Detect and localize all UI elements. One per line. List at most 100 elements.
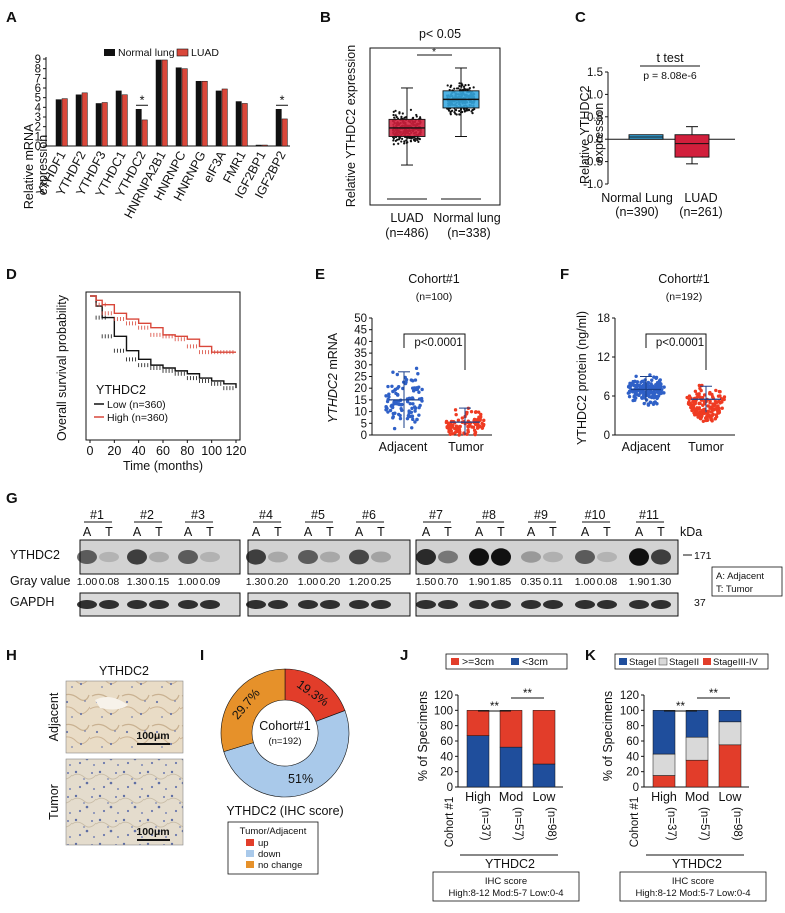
blot-sample-label: #9 bbox=[534, 508, 548, 522]
b-point bbox=[415, 115, 418, 118]
scatter-point bbox=[653, 386, 657, 390]
b-point bbox=[400, 140, 403, 143]
blot-gray-label: Gray value bbox=[10, 574, 70, 588]
blot-gray-value: 1.20 bbox=[349, 576, 370, 588]
scatter-point bbox=[447, 430, 451, 434]
stack-ytick-label: 60 bbox=[440, 736, 453, 748]
scatter-point bbox=[390, 405, 395, 409]
stack-ytick-label: 40 bbox=[626, 751, 639, 763]
blot-target-band bbox=[320, 551, 340, 563]
scatter-pvalue: p<0.0001 bbox=[656, 337, 704, 349]
b-point bbox=[458, 109, 461, 113]
scatter-point bbox=[446, 424, 450, 428]
stack-category: Low bbox=[533, 790, 557, 804]
scatter-point bbox=[386, 410, 390, 414]
donut-legend-up-swatch bbox=[246, 839, 254, 846]
scatter-point bbox=[637, 384, 642, 388]
b-point bbox=[453, 87, 456, 90]
blot-lane-a: A bbox=[527, 525, 536, 539]
scatter-point bbox=[635, 380, 640, 384]
blot-gray-value: 0.08 bbox=[597, 576, 618, 588]
b-point bbox=[455, 113, 458, 116]
a-bar-normal bbox=[215, 90, 222, 147]
panel-a-ylabel: Relative mRNA expression bbox=[22, 121, 50, 209]
k-legend-stage2: StageII bbox=[669, 657, 699, 668]
scatter-point bbox=[473, 432, 477, 437]
stack-count: (n=37) bbox=[665, 807, 677, 841]
scatter-point bbox=[709, 417, 713, 422]
scatter-point bbox=[405, 399, 410, 404]
blot-target-band bbox=[200, 551, 220, 563]
scatter-point bbox=[460, 416, 465, 420]
j-ihc-title: IHC score bbox=[485, 876, 527, 887]
panel-c-pvalue: p = 8.08e-6 bbox=[643, 70, 697, 82]
scatter-point bbox=[410, 414, 415, 419]
scatter-ytick-label: 5 bbox=[361, 418, 367, 430]
scatter-point bbox=[384, 394, 388, 398]
blot-lane-a: A bbox=[635, 525, 644, 539]
scatter-point bbox=[634, 383, 639, 388]
b-point bbox=[454, 108, 457, 112]
blot-loading-band bbox=[491, 600, 511, 609]
scatter-point bbox=[699, 388, 703, 393]
panel-label-g: G bbox=[6, 490, 18, 507]
blot-gray-value: 0.70 bbox=[438, 576, 459, 588]
donut-slice-label: 51% bbox=[288, 772, 313, 786]
scatter-point bbox=[411, 379, 415, 383]
panel-e-subtitle: (n=100) bbox=[416, 291, 452, 303]
blot-loading-band bbox=[469, 600, 489, 609]
donut-legend-nochange: no change bbox=[258, 860, 302, 871]
d-curve-high bbox=[90, 295, 236, 353]
j-legend-large-swatch bbox=[451, 658, 459, 665]
stack-segment bbox=[532, 763, 556, 788]
stack-ytick-label: 0 bbox=[447, 782, 453, 794]
scatter-point bbox=[646, 380, 651, 385]
blot-loading-band bbox=[268, 600, 288, 609]
blot-key-box bbox=[711, 566, 783, 597]
k-legend-stage2-swatch bbox=[658, 657, 668, 666]
scatter-point bbox=[391, 370, 395, 374]
scatter-point bbox=[644, 398, 649, 402]
a-bar-luad bbox=[201, 80, 208, 147]
scatter-point bbox=[457, 433, 461, 437]
d-xtick-label: 0 bbox=[87, 444, 94, 458]
stack-segment bbox=[499, 710, 523, 748]
panel-k-stacked-bar: StageI StageII StageIII-IV % of Specimen… bbox=[601, 653, 769, 902]
a-bar-normal bbox=[235, 101, 242, 147]
stack-segment bbox=[685, 736, 709, 761]
stack-count: (n=57) bbox=[512, 807, 524, 841]
scatter-point bbox=[417, 390, 421, 394]
scatter-point bbox=[413, 378, 418, 382]
scatter-point bbox=[398, 416, 403, 421]
b-point bbox=[417, 140, 420, 143]
a-bar-normal bbox=[155, 59, 162, 147]
blot-lane-a: A bbox=[422, 525, 431, 539]
scatter-point bbox=[393, 388, 397, 392]
blot-loading-band bbox=[246, 600, 266, 609]
stack-segment bbox=[685, 759, 709, 788]
ihc-adjacent-image bbox=[65, 680, 184, 754]
stack-segment bbox=[652, 753, 676, 776]
blot-target-membrane bbox=[79, 539, 241, 575]
a-ytick-label: 6 bbox=[35, 83, 41, 95]
blot-sample-label: #11 bbox=[639, 508, 659, 522]
scatter-point bbox=[705, 411, 710, 416]
ihc-adjacent-vessel bbox=[95, 696, 128, 710]
b-point bbox=[455, 87, 459, 90]
scatter-point bbox=[408, 401, 412, 406]
scatter-point bbox=[632, 395, 636, 399]
scatter-point bbox=[410, 426, 414, 430]
a-bar-luad bbox=[161, 59, 168, 147]
panel-g-western-blot: #1A T1.00 0.08#2A T1.30 0.15#3A T1.00 0.09#4A T… bbox=[10, 508, 783, 617]
d-curve-low bbox=[90, 295, 237, 389]
blot-sample-label: #2 bbox=[140, 508, 154, 522]
k-cohort: Cohort #1 bbox=[629, 797, 641, 848]
b-point bbox=[393, 116, 396, 119]
panel-b-frame bbox=[369, 47, 501, 206]
blot-loading-band bbox=[298, 600, 318, 609]
legend-swatch-luad bbox=[176, 48, 189, 57]
scatter-point bbox=[396, 393, 400, 397]
scatter-point bbox=[419, 397, 423, 401]
scatter-point bbox=[416, 372, 420, 376]
